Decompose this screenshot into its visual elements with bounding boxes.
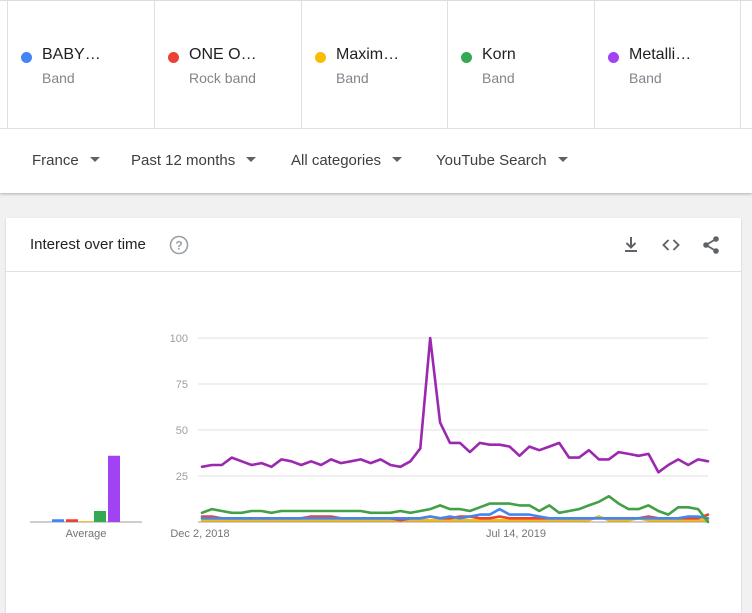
term-card-2[interactable]: ONE O… Rock band <box>154 1 301 129</box>
x-tick-label: Jul 14, 2019 <box>486 528 546 540</box>
search-terms-bar: BABY… Band ONE O… Rock band Maxim… Band … <box>0 0 752 129</box>
region-dropdown[interactable]: France <box>32 152 100 169</box>
category-dropdown[interactable]: All categories <box>291 152 403 169</box>
average-bar <box>108 455 120 522</box>
term-type: Band <box>336 70 369 86</box>
term-card-1[interactable]: BABY… Band <box>7 1 154 129</box>
term-type: Rock band <box>189 70 256 86</box>
y-tick-label: 75 <box>176 379 188 391</box>
comparison-panel: BABY… Band ONE O… Rock band Maxim… Band … <box>0 0 752 193</box>
category-value: All categories <box>291 152 382 169</box>
term-color-dot <box>461 52 472 63</box>
series-line <box>200 494 710 524</box>
average-label: Average <box>66 528 107 540</box>
download-icon[interactable] <box>620 234 642 256</box>
y-tick-label: 25 <box>176 471 188 483</box>
chevron-down-icon <box>392 156 403 162</box>
time-range-dropdown[interactable]: Past 12 months <box>131 152 257 169</box>
region-value: France <box>32 152 79 169</box>
term-color-dot <box>315 52 326 63</box>
term-type: Band <box>629 70 662 86</box>
term-name: BABY… <box>42 46 101 63</box>
term-type: Band <box>482 70 515 86</box>
chevron-down-icon <box>246 156 257 162</box>
term-color-dot <box>608 52 619 63</box>
share-icon[interactable] <box>700 234 722 256</box>
series-line <box>200 507 710 520</box>
series-line <box>200 515 710 522</box>
chart-labels: 100 75 50 25 Dec 2, 2018 Jul 14, 2019 Average <box>66 333 546 540</box>
chart-lines <box>200 336 710 524</box>
y-tick-label: 100 <box>170 333 188 345</box>
filters-bar: France Past 12 months All categories You… <box>0 129 752 193</box>
svg-text:?: ? <box>175 239 182 253</box>
y-tick-label: 50 <box>176 425 188 437</box>
interest-over-time-card: Interest over time ? 100 75 50 25 Dec 2, 201… <box>6 218 741 613</box>
average-bar <box>52 519 64 522</box>
x-tick-label: Dec 2, 2018 <box>170 528 229 540</box>
embed-code-icon[interactable] <box>660 234 682 256</box>
term-name: ONE O… <box>189 46 257 63</box>
term-card-3[interactable]: Maxim… Band <box>301 1 447 129</box>
term-card-5[interactable]: Metalli… Band <box>594 1 741 129</box>
term-name: Korn <box>482 46 516 63</box>
interest-chart: 100 75 50 25 Dec 2, 2018 Jul 14, 2019 Average <box>30 333 710 540</box>
chevron-down-icon <box>557 156 568 162</box>
chevron-down-icon <box>89 156 100 162</box>
term-type: Band <box>42 70 75 86</box>
term-card-4[interactable]: Korn Band <box>447 1 594 129</box>
search-type-dropdown[interactable]: YouTube Search <box>436 152 568 169</box>
search-type-value: YouTube Search <box>436 152 547 169</box>
help-circle-icon[interactable]: ? <box>169 235 189 255</box>
term-color-dot <box>21 52 32 63</box>
card-header: Interest over time ? <box>6 218 741 272</box>
term-color-dot <box>168 52 179 63</box>
card-title: Interest over time <box>30 236 146 253</box>
series-line <box>200 336 710 474</box>
time-range-value: Past 12 months <box>131 152 236 169</box>
average-bar <box>66 519 78 522</box>
term-name: Maxim… <box>336 46 400 63</box>
chart-grid <box>30 337 708 523</box>
average-bars <box>52 455 120 522</box>
average-bar <box>94 510 106 522</box>
term-name: Metalli… <box>629 46 692 63</box>
average-bar <box>80 521 92 522</box>
